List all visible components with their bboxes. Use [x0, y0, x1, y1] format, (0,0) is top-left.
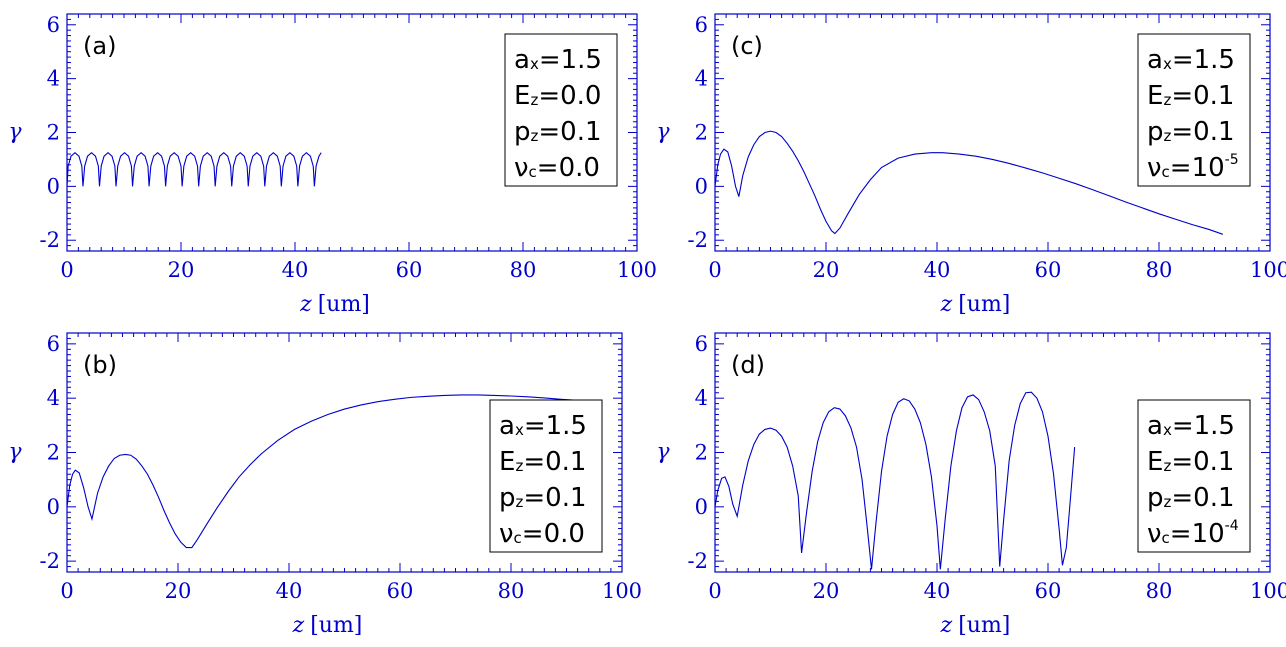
x-tick-label: 20 — [168, 258, 195, 282]
x-tick-label: 80 — [1146, 258, 1173, 282]
legend-entry: νc=10-5 — [1147, 152, 1239, 183]
x-tick-label: 60 — [1035, 258, 1062, 282]
x-tick-label: 0 — [708, 579, 721, 603]
x-tick-label: 100 — [617, 258, 657, 282]
legend-entry: Ez=0.1 — [1147, 81, 1234, 111]
x-tick-label: 60 — [396, 258, 423, 282]
x-tick-label: 60 — [1035, 579, 1062, 603]
legend: ax=1.5 Ez=0.0 pz=0.1 νc=0.0 — [504, 33, 618, 187]
x-axis-label: z [um] — [292, 613, 363, 638]
x-tick-label: 40 — [924, 579, 951, 603]
legend-entry: pz=0.1 — [514, 117, 602, 147]
legend-entry: ax=1.5 — [1147, 411, 1235, 441]
panel-label: (c) — [731, 32, 763, 60]
legend-entry: νc=0.0 — [499, 519, 585, 549]
legend-entry: pz=0.1 — [499, 483, 587, 513]
y-tick-label: 0 — [47, 174, 60, 198]
y-tick-label: -2 — [40, 228, 60, 252]
x-tick-label: 100 — [1250, 258, 1286, 282]
y-axis-label: γ — [8, 440, 22, 465]
y-tick-label: 4 — [47, 386, 60, 410]
legend: ax=1.5 Ez=0.1 pz=0.1 νc=0.0 — [489, 399, 603, 553]
panel-label: (b) — [83, 351, 117, 379]
x-axis-var: z — [940, 292, 953, 317]
x-axis-unit: [um] — [318, 292, 370, 317]
x-tick-label: 40 — [924, 258, 951, 282]
y-axis-label: γ — [8, 120, 22, 145]
legend-entry: ax=1.5 — [1147, 45, 1235, 75]
y-tick-label: 2 — [47, 441, 60, 465]
x-tick-label: 0 — [60, 258, 73, 282]
x-tick-label: 40 — [276, 579, 303, 603]
x-tick-label: 0 — [708, 258, 721, 282]
x-tick-label: 80 — [510, 258, 537, 282]
x-axis-unit: [um] — [310, 613, 362, 638]
legend-entry: pz=0.1 — [1147, 483, 1235, 513]
x-axis-unit: [um] — [958, 292, 1010, 317]
legend-entry: ax=1.5 — [499, 411, 587, 441]
y-tick-label: 6 — [695, 13, 708, 37]
x-tick-label: 100 — [1250, 579, 1286, 603]
legend-box — [489, 399, 603, 553]
y-tick-label: 4 — [47, 67, 60, 91]
x-tick-label: 20 — [165, 579, 192, 603]
x-axis-var: z — [299, 292, 312, 317]
y-tick-label: 2 — [47, 121, 60, 145]
x-axis-label: z [um] — [940, 292, 1011, 317]
y-tick-label: 2 — [695, 121, 708, 145]
y-tick-label: 0 — [47, 495, 60, 519]
x-axis-label: z [um] — [940, 613, 1011, 638]
legend-entry: pz=0.1 — [1147, 117, 1235, 147]
legend-entry: Ez=0.1 — [1147, 447, 1234, 477]
y-tick-label: 4 — [695, 67, 708, 91]
x-tick-label: 40 — [282, 258, 309, 282]
series-line — [66, 394, 578, 549]
x-tick-label: 20 — [813, 579, 840, 603]
x-axis-var: z — [940, 613, 953, 638]
legend-box — [504, 33, 618, 187]
legend-entry: νc=0.0 — [514, 153, 600, 183]
x-tick-label: 80 — [1146, 579, 1173, 603]
x-axis-var: z — [292, 613, 305, 638]
y-tick-label: -2 — [688, 549, 708, 573]
x-tick-label: 80 — [498, 579, 525, 603]
series-line — [66, 151, 322, 187]
series-line — [714, 130, 1224, 235]
y-tick-label: -2 — [40, 549, 60, 573]
legend: ax=1.5 Ez=0.1 pz=0.1 νc=10-4 — [1137, 399, 1251, 553]
y-tick-label: 6 — [47, 332, 60, 356]
legend-box — [1137, 33, 1251, 187]
y-tick-label: 4 — [695, 386, 708, 410]
x-tick-label: 20 — [813, 258, 840, 282]
y-tick-label: 2 — [695, 441, 708, 465]
x-tick-label: 100 — [602, 579, 642, 603]
x-tick-label: 0 — [60, 579, 73, 603]
y-tick-label: -2 — [688, 228, 708, 252]
y-tick-label: 6 — [695, 332, 708, 356]
x-axis-unit: [um] — [958, 613, 1010, 638]
legend-entry: ax=1.5 — [514, 45, 602, 75]
y-tick-label: 0 — [695, 174, 708, 198]
y-axis-label: γ — [656, 120, 670, 145]
legend-entry: νc=10-4 — [1147, 518, 1239, 549]
panel-label: (d) — [731, 351, 765, 379]
y-tick-label: 6 — [47, 13, 60, 37]
x-tick-label: 60 — [387, 579, 414, 603]
legend: ax=1.5 Ez=0.1 pz=0.1 νc=10-5 — [1137, 33, 1251, 187]
y-axis-label: γ — [656, 440, 670, 465]
legend-box — [1137, 399, 1251, 553]
series-line — [714, 391, 1076, 570]
y-tick-label: 0 — [695, 495, 708, 519]
legend-entry: Ez=0.1 — [499, 447, 586, 477]
legend-entry: Ez=0.0 — [514, 81, 601, 111]
panel-label: (a) — [83, 32, 116, 60]
x-axis-label: z [um] — [299, 292, 370, 317]
